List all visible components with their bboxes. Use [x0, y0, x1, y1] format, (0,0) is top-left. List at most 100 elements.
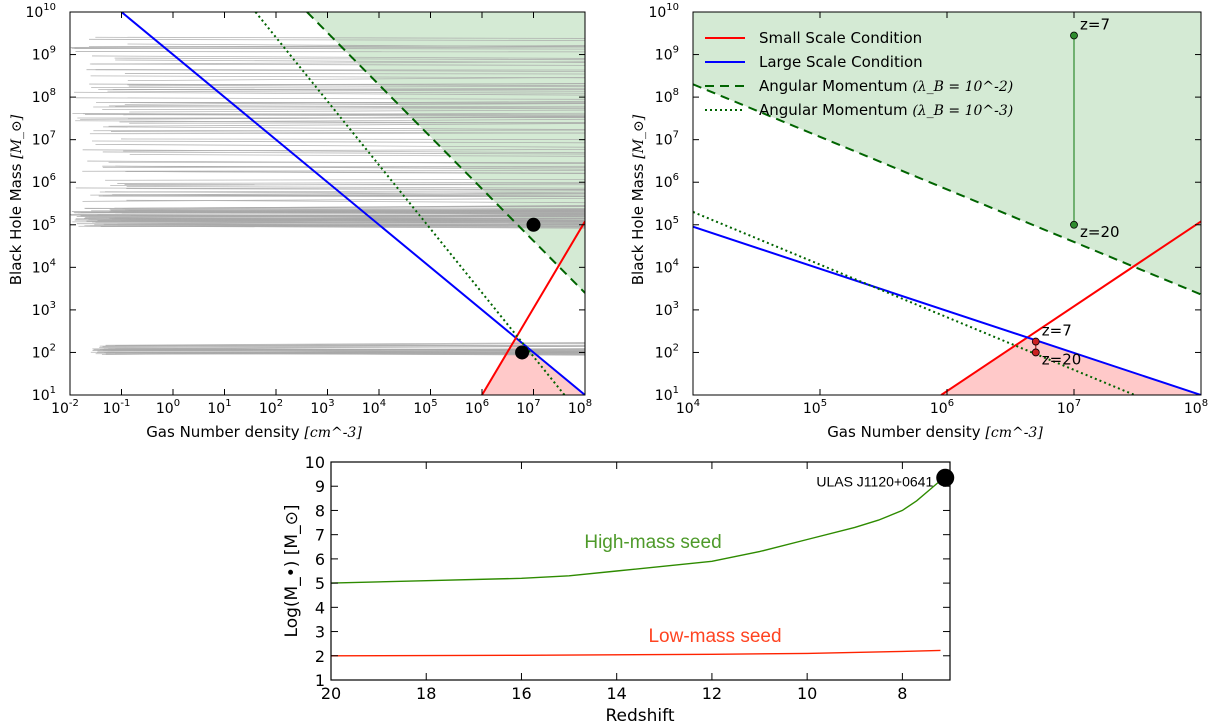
annotation-point [1031, 337, 1040, 346]
gray-track [82, 197, 585, 202]
y-tick-label: 103 [32, 300, 56, 319]
series-label: High-mass seed [584, 532, 721, 553]
y-tick-label: 107 [32, 130, 56, 149]
gray-track [119, 118, 585, 123]
y-tick-label: 106 [32, 172, 56, 191]
legend-label: Small Scale Condition [759, 29, 922, 47]
gray-track [124, 209, 585, 213]
x-tick-label: 20 [321, 684, 341, 703]
y-tick-label: 103 [655, 300, 679, 319]
gray-track [87, 160, 585, 164]
gray-track [123, 149, 585, 152]
gray-track [121, 209, 585, 214]
series-line-solid [481, 220, 585, 395]
gray-track [103, 126, 585, 130]
gray-track [89, 38, 585, 41]
gray-track [126, 171, 585, 174]
gray-track [124, 73, 585, 75]
x-tick-label: 107 [516, 398, 540, 417]
gray-track [92, 345, 585, 350]
panel-top-right: 104 105 106 107 1081011021031041051061071081… [629, 2, 1208, 441]
legend: Small Scale Condition Large Scale Conditi… [705, 29, 1013, 119]
y-tick-label: 3 [315, 623, 325, 642]
plot-area: ULAS J1120+0641 [330, 468, 955, 657]
gray-track [70, 45, 585, 48]
gray-track [82, 149, 585, 154]
gray-track [102, 107, 585, 110]
annotation-point [1070, 31, 1078, 40]
gray-track [115, 59, 585, 63]
gray-track [74, 47, 585, 50]
series-line [330, 475, 946, 584]
gray-track [91, 85, 585, 88]
y-tick-label: 5 [315, 574, 325, 593]
x-tick-label: 104 [362, 398, 386, 417]
black-point [526, 217, 541, 232]
y-tick-label: 8 [315, 501, 325, 520]
annotation-label: z=20 [1080, 223, 1120, 241]
legend-label: Angular Momentum (λ_B = 10^-2) [759, 77, 1013, 95]
x-tick-label: 102 [259, 398, 283, 417]
panel-top-left: 10-2 10-1 100 101 102 103 104 105 106 107 10810110… [7, 2, 592, 441]
x-axis-label: Gas Number density [cm^-3] [146, 423, 362, 441]
y-tick-label: 102 [655, 342, 679, 361]
y-tick-label: 104 [655, 257, 679, 276]
y-tick-label: 106 [655, 172, 679, 191]
series-line-dashed [306, 12, 585, 294]
gray-track [90, 75, 585, 79]
gray-track [115, 106, 585, 109]
gray-track [105, 342, 585, 346]
axes-frame [330, 461, 951, 681]
annotation-label: z=20 [1042, 350, 1082, 368]
gray-track [102, 151, 585, 155]
y-tick-label: 105 [655, 215, 679, 234]
x-tick-label: 100 [156, 398, 180, 417]
gray-track [127, 43, 585, 48]
annotations: z=7 z=20 z=7 z=20 [1031, 16, 1120, 368]
black-point [515, 345, 530, 360]
gray-track [80, 116, 585, 120]
x-tick-label: 10-2 [51, 398, 79, 417]
x-axis-label: Gas Number density [cm^-3] [827, 423, 1043, 441]
y-tick-label: 107 [655, 130, 679, 149]
gray-track [126, 186, 585, 189]
x-tick-label: 103 [310, 398, 334, 417]
gray-track [75, 216, 585, 220]
x-tick-label: 104 [676, 398, 700, 417]
series-line [330, 649, 941, 657]
y-tick-label: 109 [32, 45, 56, 64]
gray-track [110, 183, 585, 186]
x-tick-label: 16 [511, 684, 531, 703]
legend-label: Large Scale Condition [759, 53, 923, 71]
y-tick-label: 102 [32, 342, 56, 361]
x-tick-label: 107 [1057, 398, 1081, 417]
legend-label: Angular Momentum (λ_B = 10^-3) [759, 101, 1013, 119]
gray-track [95, 143, 585, 148]
gray-track [122, 205, 585, 209]
gray-track [129, 122, 585, 124]
y-tick-label: 109 [655, 45, 679, 64]
gray-track [105, 178, 585, 181]
y-tick-label: 105 [32, 215, 56, 234]
gray-track [82, 170, 585, 172]
gray-track [89, 63, 585, 66]
gray-track [95, 36, 585, 39]
series-line-solid [120, 12, 585, 395]
y-axis-label: Black Hole Mass [M_⊙] [629, 114, 647, 285]
y-tick-label: 6 [315, 550, 325, 569]
gray-track [94, 223, 585, 226]
series-line-solid [940, 220, 1201, 395]
gray-track [86, 220, 585, 224]
gray-track [114, 57, 585, 61]
gray-track [99, 343, 585, 347]
y-tick-label: 4 [315, 598, 325, 617]
gray-track [110, 350, 585, 353]
series-label: Low-mass seed [648, 626, 781, 647]
quasar-label: ULAS J1120+0641 [816, 474, 933, 490]
gray-track [74, 91, 585, 96]
x-tick-label: 10-1 [103, 398, 131, 417]
y-tick-label: 2 [315, 647, 325, 666]
quasar-point [936, 468, 955, 487]
y-tick-label: 108 [32, 87, 56, 106]
